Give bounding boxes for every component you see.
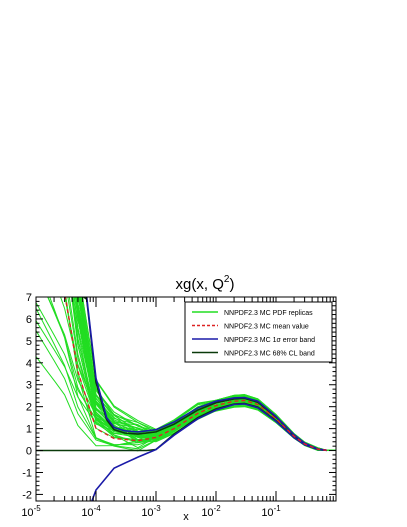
band-lines [36,297,327,501]
title-main: xg(x, Q [176,276,224,293]
x-axis-label: x [183,511,189,523]
chart-title: xg(x, Q2) [176,274,235,293]
y-tick-label: -1 [22,467,32,479]
replica-curve [71,297,336,451]
error-band-upper [85,297,327,452]
replica-curve [75,297,336,451]
replica-curve [75,297,336,451]
y-tick-label: 5 [26,336,32,348]
x-tick-label: 10-5 [21,504,41,519]
y-tick-label: 7 [26,292,32,304]
replica-curves [36,297,336,452]
error-band-lower [91,403,327,501]
y-tick-label: 4 [26,358,32,370]
replica-curve [76,297,336,451]
title-tail: ) [229,276,234,293]
y-tick-label: 0 [26,446,32,458]
legend: NNPDF2.3 MC PDF replicas NNPDF2.3 MC mean… [184,301,333,363]
x-tick-label: 10-1 [261,504,281,519]
svg-text:xg(x, Q2): xg(x, Q2) [176,274,235,293]
y-axis: -2 -1 0 1 2 3 4 5 6 7 [22,292,336,501]
x-tick-label: 10-2 [201,504,221,519]
y-tick-label: 1 [26,424,32,436]
replica-curve [81,297,336,451]
y-tick-label: 6 [26,314,32,326]
legend-label: NNPDF2.3 MC 1σ error band [224,337,315,344]
legend-label: NNPDF2.3 MC 68% CL band [224,351,315,358]
legend-label: NNPDF2.3 MC mean value [224,324,309,331]
replica-curve [73,297,336,452]
y-tick-label: 3 [26,380,32,392]
legend-label: NNPDF2.3 MC PDF replicas [224,310,313,317]
y-tick-label: 2 [26,402,32,414]
x-tick-label: 10-3 [141,504,161,519]
y-tick-label: -2 [22,489,32,501]
x-tick-label: 10-4 [81,504,101,519]
title-sup: 2 [224,274,230,285]
plot-frame [35,296,337,502]
mean-line [64,297,327,451]
plot-area [36,297,336,501]
